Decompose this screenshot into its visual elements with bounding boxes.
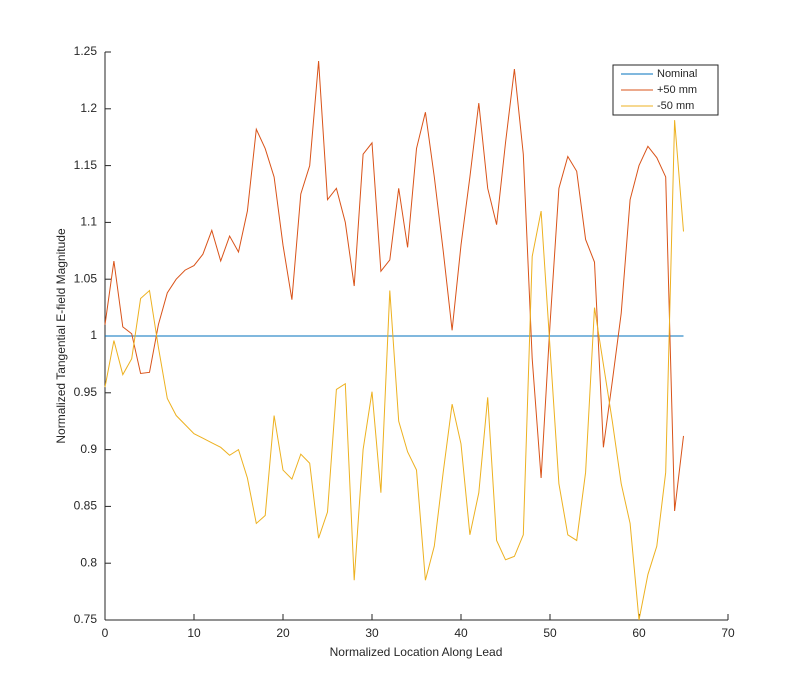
y-tick-label: 1 xyxy=(90,328,97,342)
y-tick-label: 1.05 xyxy=(74,271,98,285)
y-tick-label: 0.8 xyxy=(80,555,97,569)
line-series xyxy=(104,61,684,512)
y-tick-label: 0.9 xyxy=(80,442,97,456)
x-axis-label: Normalized Location Along Lead xyxy=(330,645,503,659)
y-tick-label: 0.85 xyxy=(74,499,98,513)
x-tick-label: 50 xyxy=(543,626,557,640)
x-tick-label: 30 xyxy=(365,626,379,640)
legend-label: Nominal xyxy=(657,68,697,80)
y-tick-label: 0.75 xyxy=(74,612,98,626)
x-tick-label: 10 xyxy=(187,626,201,640)
y-tick-label: 1.1 xyxy=(80,215,97,229)
x-tick-label: 70 xyxy=(721,626,735,640)
y-tick-label: 1.25 xyxy=(74,44,98,58)
x-tick-label: 20 xyxy=(276,626,290,640)
x-tick-label: 60 xyxy=(632,626,646,640)
x-tick-label: 0 xyxy=(102,626,109,640)
y-axis-label: Normalized Tangential E-field Magnitude xyxy=(54,228,68,444)
y-tick-label: 1.15 xyxy=(74,158,98,172)
x-tick-label: 40 xyxy=(454,626,468,640)
y-tick-label: 0.95 xyxy=(74,385,98,399)
line-series xyxy=(104,120,684,621)
legend-label: +50 mm xyxy=(657,84,697,96)
y-tick-label: 1.2 xyxy=(80,101,97,115)
legend-label: -50 mm xyxy=(657,100,694,112)
